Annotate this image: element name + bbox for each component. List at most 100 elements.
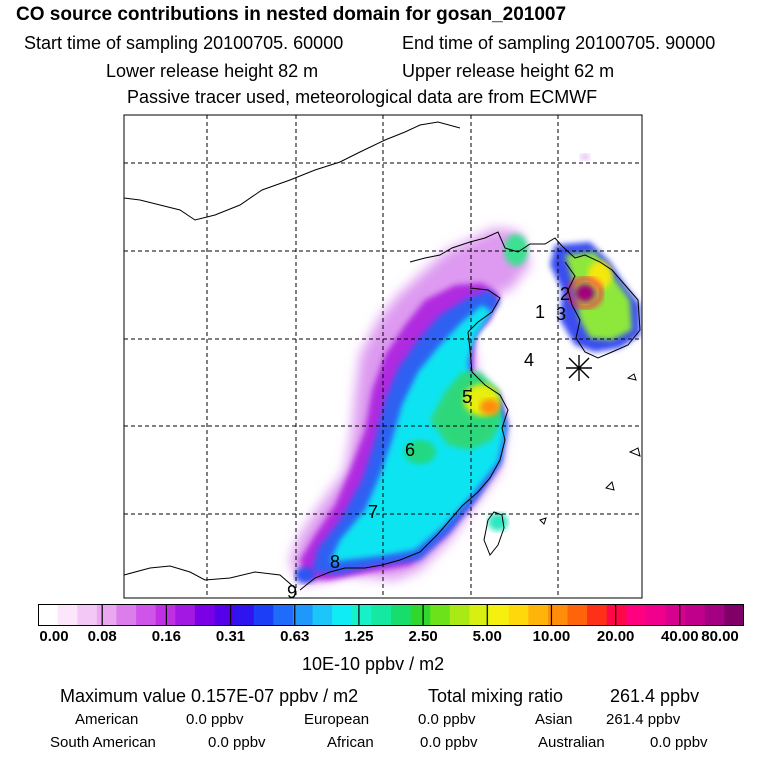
colorbar-swatch — [528, 604, 549, 626]
colorbar-swatch — [214, 604, 235, 626]
colorbar-tick-label: 0.63 — [280, 628, 310, 645]
coastline-korea — [561, 245, 641, 359]
colorbar-swatch — [547, 604, 568, 626]
contribution-map: 1 2 3 4 5 6 7 8 9 — [123, 114, 643, 600]
colorbar-border — [38, 604, 744, 626]
colorbar-swatch — [371, 604, 392, 626]
colorbar-swatch — [312, 604, 333, 626]
island-4 — [539, 517, 547, 525]
marker-4: 4 — [524, 350, 534, 370]
colorbar-swatch — [489, 604, 510, 626]
colorbar-swatch — [567, 604, 588, 626]
colorbar-swatch — [57, 604, 78, 626]
gridlines — [124, 115, 642, 598]
map-frame — [123, 114, 643, 599]
marker-2: 2 — [560, 284, 570, 304]
colorbar-swatch — [665, 604, 686, 626]
colorbar-swatch — [587, 604, 608, 626]
upper-release-height-label: Upper release height 62 m — [402, 61, 615, 81]
marker-8: 8 — [330, 552, 340, 572]
colorbar-tick-label: 2.50 — [408, 628, 438, 645]
colorbar-tick-label: 1.25 — [344, 628, 374, 645]
australian-label: Australian — [538, 734, 605, 751]
colorbar-swatch — [704, 604, 725, 626]
colorbar-swatch — [273, 604, 294, 626]
start-time-label: Start time of sampling 20100705. 60000 — [24, 33, 344, 53]
island-3 — [605, 481, 615, 491]
max-value-label: Maximum value 0.157E-07 ppbv / m2 — [60, 686, 359, 706]
colorbar-swatch — [645, 604, 667, 626]
plume-cyan — [330, 305, 505, 562]
colorbar-swatch — [351, 604, 372, 626]
colorbar-tick-label: 0.31 — [215, 628, 246, 645]
island-2 — [628, 447, 641, 457]
coastline-taiwan — [483, 511, 505, 556]
colorbar-swatch — [685, 604, 706, 626]
coastline-north — [124, 121, 461, 221]
plume-blob-south — [295, 567, 315, 583]
colorbar-swatch — [194, 604, 215, 626]
asian-value: 261.4 ppbv — [606, 711, 681, 728]
australian-value: 0.0 ppbv — [650, 734, 708, 751]
plume-field — [290, 154, 640, 585]
coastlines — [124, 121, 641, 591]
colorbar-swatch — [626, 604, 647, 626]
korea-hotspot — [575, 284, 595, 302]
colorbar-swatch — [469, 604, 490, 626]
plume-blob-north — [504, 234, 528, 266]
colorbar-swatch — [332, 604, 353, 626]
south-american-value: 0.0 ppbv — [208, 734, 266, 751]
colorbar-tick-label: 80.00 — [701, 628, 739, 645]
coastline-hainan-south — [124, 565, 296, 589]
european-value: 0.0 ppbv — [418, 711, 476, 728]
colorbar-swatch — [391, 604, 412, 626]
colorbar-tick-label: 0.00 — [39, 628, 69, 645]
colorbar-swatch — [116, 604, 137, 626]
korea-field-green — [565, 252, 632, 340]
colorbar — [38, 604, 744, 626]
asian-label: Asian — [535, 711, 573, 728]
colorbar-swatch — [136, 604, 157, 626]
colorbar-tick-label: 0.08 — [87, 628, 117, 645]
colorbar-swatch — [234, 604, 255, 626]
plume-green-blob — [404, 440, 436, 464]
total-mixing-value: 261.4 ppbv — [610, 686, 700, 706]
colorbar-tick-label: 20.00 — [596, 628, 635, 645]
colorbar-swatch — [175, 604, 196, 626]
plume-blob-east — [580, 154, 590, 160]
colorbar-swatch — [292, 604, 314, 626]
south-american-label: South American — [50, 734, 156, 751]
plot-title: CO source contributions in nested domain… — [16, 4, 567, 25]
colorbar-swatch — [96, 604, 117, 626]
colorbar-tick-label: 0.16 — [151, 628, 181, 645]
european-label: European — [304, 711, 370, 728]
african-label: African — [327, 734, 374, 751]
colorbar-tick-label: 40.00 — [661, 628, 699, 645]
colorbar-tick-label: 5.00 — [472, 628, 502, 645]
african-value: 0.0 ppbv — [420, 734, 478, 751]
colorbar-swatch — [724, 604, 744, 626]
coastline-shandong — [467, 287, 501, 351]
coastline-east-china — [299, 349, 509, 591]
colorbar-swatch — [253, 604, 274, 626]
marker-9: 9 — [287, 582, 297, 600]
american-label: American — [75, 711, 139, 728]
island-1 — [626, 373, 637, 381]
plume-blob-taiwan — [488, 513, 508, 531]
receptor-star-icon — [566, 355, 592, 381]
colorbar-swatch — [508, 604, 529, 626]
colorbar-swatch — [449, 604, 470, 626]
colorbar-swatch — [410, 604, 431, 626]
plume-orange-core — [480, 399, 500, 415]
end-time-label: End time of sampling 20100705. 90000 — [402, 33, 716, 53]
marker-3: 3 — [556, 304, 566, 324]
marker-1: 1 — [535, 302, 545, 322]
american-value: 0.0 ppbv — [186, 711, 244, 728]
colorbar-swatch — [606, 604, 627, 626]
marker-5: 5 — [462, 387, 472, 407]
colorbar-swatch — [38, 604, 59, 626]
tracer-note: Passive tracer used, meteorological data… — [127, 87, 598, 107]
lower-release-height-label: Lower release height 82 m — [106, 61, 319, 81]
marker-6: 6 — [405, 440, 415, 460]
colorbar-swatch — [155, 604, 176, 626]
